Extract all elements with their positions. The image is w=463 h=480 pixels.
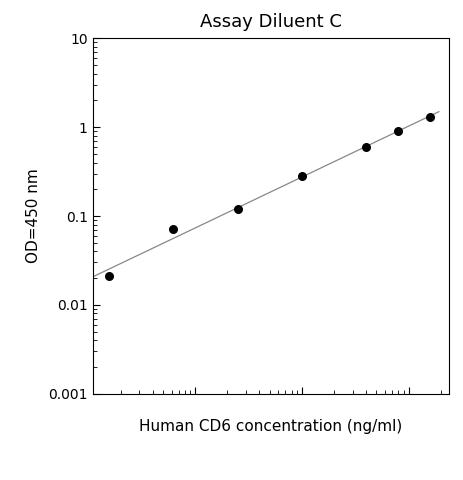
- Title: Assay Diluent C: Assay Diluent C: [200, 13, 342, 31]
- Point: [106, 272, 113, 280]
- Y-axis label: OD=450 nm: OD=450 nm: [26, 168, 41, 264]
- Point: [170, 225, 177, 232]
- Point: [363, 143, 370, 151]
- Point: [394, 127, 402, 135]
- Point: [298, 172, 306, 180]
- X-axis label: Human CD6 concentration (ng/ml): Human CD6 concentration (ng/ml): [139, 420, 402, 434]
- Point: [234, 205, 241, 213]
- Point: [426, 113, 434, 121]
